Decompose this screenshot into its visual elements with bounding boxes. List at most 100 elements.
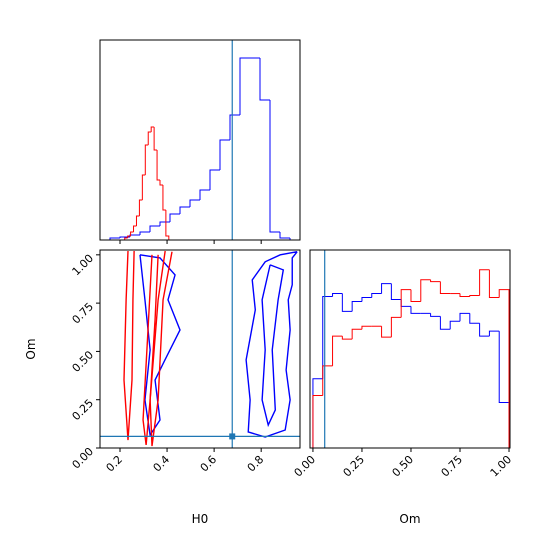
contour-line [149, 250, 173, 447]
y-tick-label: 0.00 [70, 445, 97, 472]
y-tick-label: 1.00 [70, 252, 97, 279]
histogram-step [322, 365, 333, 396]
histogram-step [124, 237, 128, 240]
histogram-step [209, 169, 220, 190]
histogram-step [341, 336, 353, 340]
histogram-step [159, 221, 170, 226]
x-tick-label: 1.00 [488, 453, 515, 480]
histogram-step [189, 199, 200, 207]
plot-area [100, 250, 300, 448]
contour-line [142, 254, 159, 445]
histogram-step [162, 185, 166, 211]
histogram-step [390, 316, 402, 338]
y-axis-label: Om [24, 338, 38, 359]
histogram-step [135, 215, 140, 226]
histogram-step [400, 289, 411, 318]
contour-line [261, 264, 285, 428]
contour-line [245, 251, 298, 438]
contour-line [123, 250, 135, 441]
histogram-step [371, 293, 382, 298]
x-tick-label: 0.75 [439, 453, 466, 480]
panel-frame [99, 249, 301, 449]
histogram-step [159, 180, 163, 186]
x-tick-label: 0.2 [104, 453, 126, 475]
histogram-step [129, 234, 140, 237]
histogram-step [488, 269, 500, 299]
histogram-step [322, 296, 333, 379]
x-tick-label: 0.4 [151, 453, 173, 475]
histogram-step [165, 210, 170, 240]
contour-line [139, 254, 181, 437]
histogram-step [459, 312, 470, 322]
histogram-step [410, 289, 421, 302]
histogram-step [488, 330, 500, 337]
histogram-step [381, 326, 392, 338]
histogram-step [219, 139, 230, 170]
histogram-step [351, 328, 362, 340]
histogram-step [130, 231, 134, 236]
histogram-step [390, 283, 402, 300]
histogram-step [269, 100, 280, 233]
histogram-step [400, 299, 411, 307]
histogram-step [459, 293, 470, 298]
panel-frame [309, 249, 511, 449]
histogram-step [430, 279, 441, 283]
histogram-step [119, 236, 130, 238]
histogram-step [169, 213, 180, 222]
histogram-step [109, 237, 120, 240]
histogram-step [179, 206, 190, 214]
histogram-step [147, 131, 152, 145]
histogram-step [469, 313, 480, 324]
histogram-step [133, 225, 137, 232]
histogram-step [139, 231, 150, 235]
y-tick-label: 0.25 [70, 397, 97, 424]
x-axis-label: Om [399, 512, 420, 526]
histogram-step [332, 293, 343, 297]
histogram-step [199, 189, 210, 200]
histogram-step [141, 174, 146, 200]
histogram-step [312, 395, 323, 448]
histogram-step [498, 331, 510, 448]
histogram-step [150, 126, 155, 132]
x-tick-label: 0.50 [390, 453, 417, 480]
histogram-step [127, 235, 131, 238]
histogram-step [156, 150, 160, 181]
histogram-step [430, 313, 441, 317]
histogram-step [381, 283, 392, 294]
histogram-step [312, 378, 323, 448]
x-tick-label: 0.6 [198, 453, 220, 475]
histogram-step [341, 293, 353, 312]
histogram-step [259, 58, 270, 101]
x-tick-label: 0.00 [292, 453, 319, 480]
reference-point [229, 433, 236, 440]
histogram-step [361, 325, 372, 330]
histogram-step [439, 281, 451, 295]
y-tick-label: 0.75 [70, 300, 97, 327]
x-axis-label: H0 [192, 512, 209, 526]
plot-area [312, 250, 510, 448]
histogram-step [498, 289, 510, 448]
histogram-step [138, 199, 143, 216]
plot-area [100, 40, 300, 240]
histogram-step [332, 335, 343, 366]
x-tick-label: 0.8 [245, 453, 267, 475]
histogram-step [229, 114, 240, 140]
histogram-step [144, 144, 149, 175]
histogram-step [289, 238, 300, 240]
histogram-step [149, 225, 160, 232]
histogram-step [239, 57, 250, 115]
histogram-step [279, 232, 290, 239]
histogram-step [420, 279, 431, 302]
panel-frame [99, 39, 301, 241]
histogram-step [361, 297, 372, 302]
histogram-step [439, 316, 451, 330]
histogram-step [410, 306, 421, 314]
histogram-step [479, 269, 490, 296]
histogram-step [479, 323, 490, 337]
histogram-step [449, 320, 460, 330]
histogram-step [469, 295, 480, 297]
y-tick-label: 0.50 [70, 348, 97, 375]
x-tick-label: 0.25 [341, 453, 368, 480]
histogram-step [351, 300, 362, 312]
